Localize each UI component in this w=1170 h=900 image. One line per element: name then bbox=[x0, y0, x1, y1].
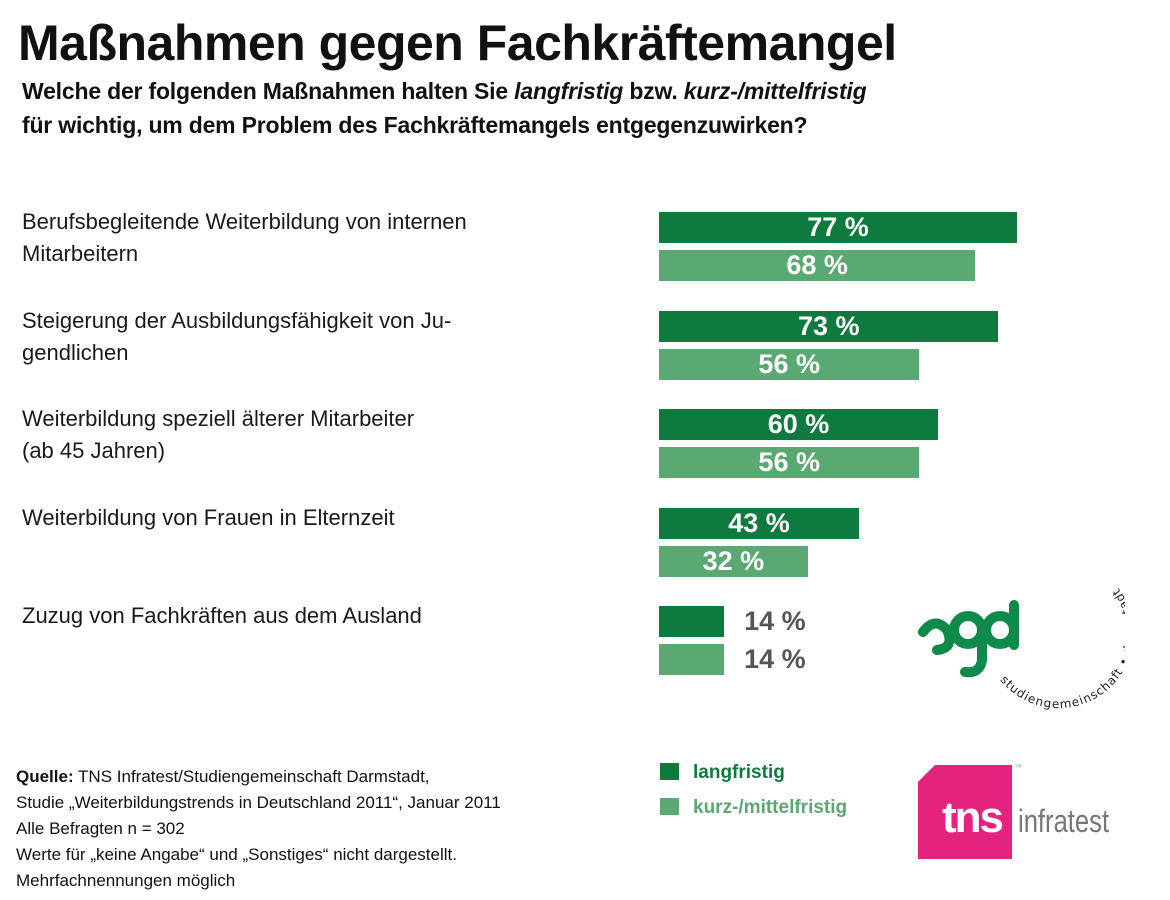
bar-kurz bbox=[659, 644, 725, 675]
chart-subtitle-line1: Welche der folgenden Maßnahmen halten Si… bbox=[22, 78, 867, 105]
data-label: 68 % bbox=[786, 250, 848, 280]
data-label: 60 % bbox=[767, 409, 830, 439]
category-label-line: Zuzug von Fachkräften aus dem Ausland bbox=[22, 603, 422, 628]
category-label: Zuzug von Fachkräften aus dem Ausland bbox=[22, 600, 622, 632]
data-label: 32 % bbox=[702, 545, 765, 576]
bar-kurz: 32 % bbox=[659, 545, 808, 577]
data-label: 56 % bbox=[758, 447, 820, 477]
tns-tm: ™ bbox=[1014, 763, 1022, 772]
category-label: Weiterbildung von Frauen in Elternzeit bbox=[22, 502, 622, 534]
tns-logo: tns infratest ™ bbox=[918, 763, 1128, 860]
tns-mark bbox=[918, 765, 1012, 859]
category-label-line: Weiterbildung speziell älterer Mitarbeit… bbox=[22, 406, 415, 431]
bar-langfristig: 43 % bbox=[659, 507, 859, 539]
study-line: Studie „Weiterbildungstrends in Deutschl… bbox=[16, 793, 501, 812]
chart-title: Maßnahmen gegen Fachkräftemangel bbox=[18, 15, 897, 71]
data-label: 56 % bbox=[758, 348, 820, 379]
tns-wordmark: infratest bbox=[1018, 803, 1110, 839]
bar-kurz: 68 % bbox=[659, 250, 976, 281]
bar-langfristig: 77 % bbox=[659, 212, 1018, 243]
chart-subtitle-line2: für wichtig, um dem Problem des Fachkräf… bbox=[22, 112, 808, 138]
category-label-line: Steigerung der Ausbildungsfähigkeit von … bbox=[22, 307, 452, 333]
source-note: Quelle: TNS Infratest/Studiengemeinschaf… bbox=[16, 764, 501, 894]
sample-line: Alle Befragten n = 302 bbox=[16, 819, 185, 838]
category-label-line: Weiterbildung von Frauen in Elternzeit bbox=[22, 504, 395, 530]
category-label-line: Mitarbeitern bbox=[22, 241, 139, 266]
category-label: Weiterbildung speziell älterer Mitarbeit… bbox=[22, 403, 622, 467]
data-label: 73 % bbox=[797, 310, 860, 341]
bar-kurz: 56 % bbox=[659, 348, 920, 380]
legend-item-kurz: kurz-/mittelfristig bbox=[660, 797, 847, 819]
category-label-line: Berufsbegleitende Weiterbildung von inte… bbox=[22, 209, 467, 234]
subtitle-text: bzw. bbox=[623, 78, 684, 104]
category-label: Berufsbegleitende Weiterbildung von inte… bbox=[22, 206, 622, 270]
legend-label: langfristig bbox=[693, 762, 785, 783]
bar-langfristig bbox=[659, 606, 725, 637]
legend-item-langfristig: langfristig bbox=[660, 762, 785, 784]
bar-kurz: 56 % bbox=[659, 447, 920, 478]
data-label: 77 % bbox=[807, 212, 869, 242]
sgd-logo: studiengemeinschaft • darmstadt bbox=[918, 585, 1125, 710]
sgd-mark bbox=[918, 600, 1019, 678]
tns-mark-text: tns bbox=[942, 793, 1004, 842]
data-label: 43 % bbox=[728, 507, 790, 538]
subtitle-text: Welche der folgenden Maßnahmen halten Si… bbox=[22, 78, 515, 104]
data-label: 14 % bbox=[744, 606, 806, 636]
bar-langfristig: 60 % bbox=[659, 409, 938, 440]
source-text: TNS Infratest/Studiengemeinschaft Darmst… bbox=[73, 767, 430, 786]
note-line: Mehrfachnennungen möglich bbox=[16, 871, 236, 890]
bar-langfristig: 73 % bbox=[659, 310, 999, 342]
category-label: Steigerung der Ausbildungsfähigkeit von … bbox=[22, 305, 622, 369]
data-label: 14 % bbox=[744, 644, 806, 674]
subtitle-emphasis-langfristig: langfristig bbox=[514, 78, 624, 104]
note-line: Werte für „keine Angabe“ und „Sonstiges“… bbox=[16, 845, 457, 864]
subtitle-emphasis-kurz: kurz-/mittelfristig bbox=[683, 78, 867, 104]
legend-swatch bbox=[660, 763, 679, 780]
source-line: Quelle: TNS Infratest/Studiengemeinschaf… bbox=[16, 764, 501, 790]
legend-swatch bbox=[660, 798, 679, 815]
legend-label: kurz-/mittelfristig bbox=[693, 797, 848, 818]
source-label: Quelle: bbox=[16, 767, 74, 786]
category-label-line: (ab 45 Jahren) bbox=[22, 438, 166, 463]
category-label-line: gendlichen bbox=[22, 339, 129, 365]
